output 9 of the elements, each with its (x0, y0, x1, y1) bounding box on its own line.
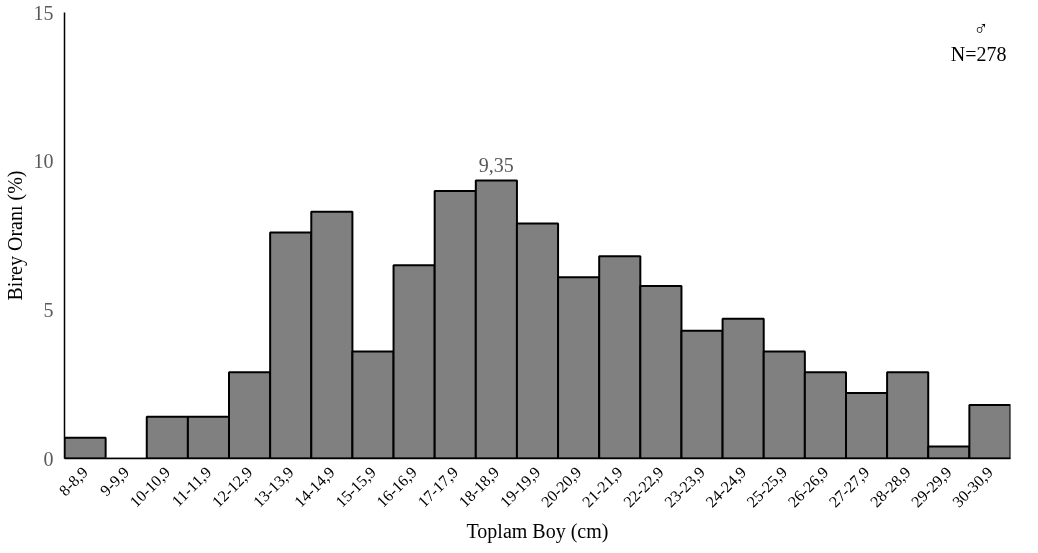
x-axis-title: Toplam Boy (cm) (466, 520, 609, 544)
y-axis-title: Birey Oranı (%) (3, 170, 27, 301)
annotation: ♂ (973, 16, 989, 39)
annotation: N=278 (950, 42, 1007, 65)
y-tick-label: 10 (33, 150, 54, 173)
data-label: 9,35 (478, 154, 514, 177)
y-tick-label: 5 (43, 298, 54, 321)
y-tick-label: 15 (33, 1, 54, 24)
y-tick-label: 0 (43, 447, 54, 470)
